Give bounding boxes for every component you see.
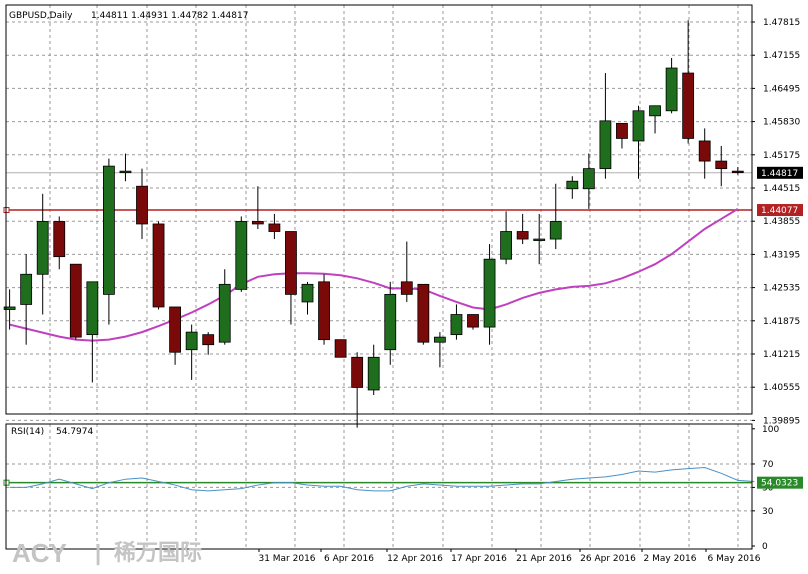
bull-candle [566, 180, 579, 190]
bull-candle [582, 168, 595, 190]
grid-lines [6, 5, 752, 549]
rsi-panel-frame [5, 423, 753, 550]
moving-average-line [9, 208, 739, 342]
price-tick-label: 1.43195 [763, 250, 800, 260]
price-tick-label: 1.45175 [763, 151, 800, 161]
current-price-badge: 1.44817 [757, 166, 803, 179]
price-tick-label: 1.46495 [763, 84, 800, 94]
time-tick-label: 6 Apr 2016 [324, 554, 374, 564]
bear-candle [334, 339, 347, 358]
time-tick-label: 2 May 2016 [644, 554, 697, 564]
bull-candle [367, 356, 380, 391]
bull-candle [235, 221, 248, 290]
bull-candle [632, 110, 645, 142]
bear-candle [682, 72, 695, 139]
price-tick-label: 1.45830 [763, 118, 800, 128]
bear-candle [351, 356, 364, 388]
bear-candle [202, 334, 215, 346]
bull-candle [500, 231, 513, 260]
bear-candle [417, 283, 430, 343]
price-tick-label: 1.47815 [763, 18, 800, 28]
bear-candle [318, 281, 330, 341]
bull-candle [483, 258, 496, 328]
time-tick-label: 31 Mar 2016 [258, 554, 315, 564]
rsi-tick-label: 0 [762, 542, 768, 552]
bear-candle [152, 223, 165, 308]
watermark-brand: ACY [12, 538, 67, 568]
rsi-level-badge: 54.0323 [757, 476, 803, 489]
rsi-indicator-name: RSI(14) [11, 427, 44, 437]
price-tick-label: 1.42535 [763, 284, 800, 294]
bear-candle [467, 314, 479, 328]
bear-candle [698, 140, 711, 162]
bull-candle [599, 120, 612, 170]
bull-candle [665, 67, 678, 112]
bull-candle [549, 221, 562, 240]
current-price-badge-text: 1.44817 [761, 169, 798, 179]
symbol-label: GBPUSD,Daily [9, 11, 73, 21]
bull-candle [86, 281, 99, 336]
bear-candle [169, 306, 182, 353]
bull-candle [185, 331, 198, 351]
rsi-tick-label: 30 [762, 507, 774, 517]
time-tick-label: 21 Apr 2016 [516, 554, 572, 564]
bear-candle [516, 231, 529, 240]
hline-price-badge: 1.44077 [757, 204, 803, 217]
bear-candle [400, 281, 413, 295]
bull-candle [218, 283, 231, 343]
price-tick-label: 1.40555 [763, 383, 800, 393]
bear-candle [616, 122, 628, 139]
price-tick-label: 1.43855 [763, 217, 800, 227]
ohlc-values: 1.44811 1.44931 1.44782 1.44817 [91, 11, 248, 21]
bear-candle [136, 185, 148, 225]
price-panel-frame [5, 4, 753, 415]
watermark-chinese: 稀万国际 [114, 540, 202, 565]
price-chart [3, 20, 752, 428]
watermark-divider: | [95, 540, 101, 565]
price-axis: 1.47815 1.47155 1.46495 1.45830 1.45175 1.445… [752, 18, 800, 426]
rsi-tick-label: 100 [762, 425, 779, 435]
price-tick-label: 1.41215 [763, 350, 800, 360]
bear-candle [53, 221, 66, 258]
bull-candle [433, 336, 446, 343]
time-tick-label: 17 Apr 2016 [451, 554, 507, 564]
bear-candle [268, 223, 281, 232]
price-tick-label: 1.41875 [763, 317, 800, 327]
time-tick-label: 6 May 2016 [708, 554, 761, 564]
rsi-level-badge-text: 54.0323 [761, 479, 798, 489]
bull-candle [450, 314, 463, 336]
price-tick-label: 1.47155 [763, 51, 800, 61]
rsi-indicator-value: 54.7974 [56, 427, 93, 437]
bull-candle [36, 221, 49, 275]
price-tick-label: 1.44515 [763, 184, 800, 194]
rsi-tick-label: 70 [762, 460, 774, 470]
rsi-line [9, 466, 755, 492]
bull-candle [384, 293, 397, 351]
bull-candle [649, 105, 661, 117]
bull-candle [20, 273, 33, 305]
price-tick-label: 1.39895 [763, 416, 800, 426]
watermark-logo: ACY | 稀万国际 [12, 538, 202, 568]
time-tick-label: 26 Apr 2016 [580, 554, 636, 564]
bull-candle [3, 306, 16, 310]
time-tick-label: 12 Apr 2016 [387, 554, 443, 564]
bull-candle [103, 165, 115, 295]
bear-candle [69, 263, 82, 338]
candlestick-series [3, 20, 744, 428]
hline-price-badge-text: 1.44077 [761, 206, 798, 216]
bull-candle [301, 283, 314, 303]
time-axis: 31 Mar 2016 6 Apr 2016 12 Apr 2016 17 Apr 2… [258, 549, 761, 564]
bear-candle [731, 170, 744, 174]
bull-candle [533, 238, 546, 241]
bear-candle [715, 160, 728, 170]
bear-candle [285, 231, 297, 295]
bear-candle [251, 221, 264, 225]
bull-candle [119, 170, 132, 174]
panel-frames [5, 4, 753, 550]
